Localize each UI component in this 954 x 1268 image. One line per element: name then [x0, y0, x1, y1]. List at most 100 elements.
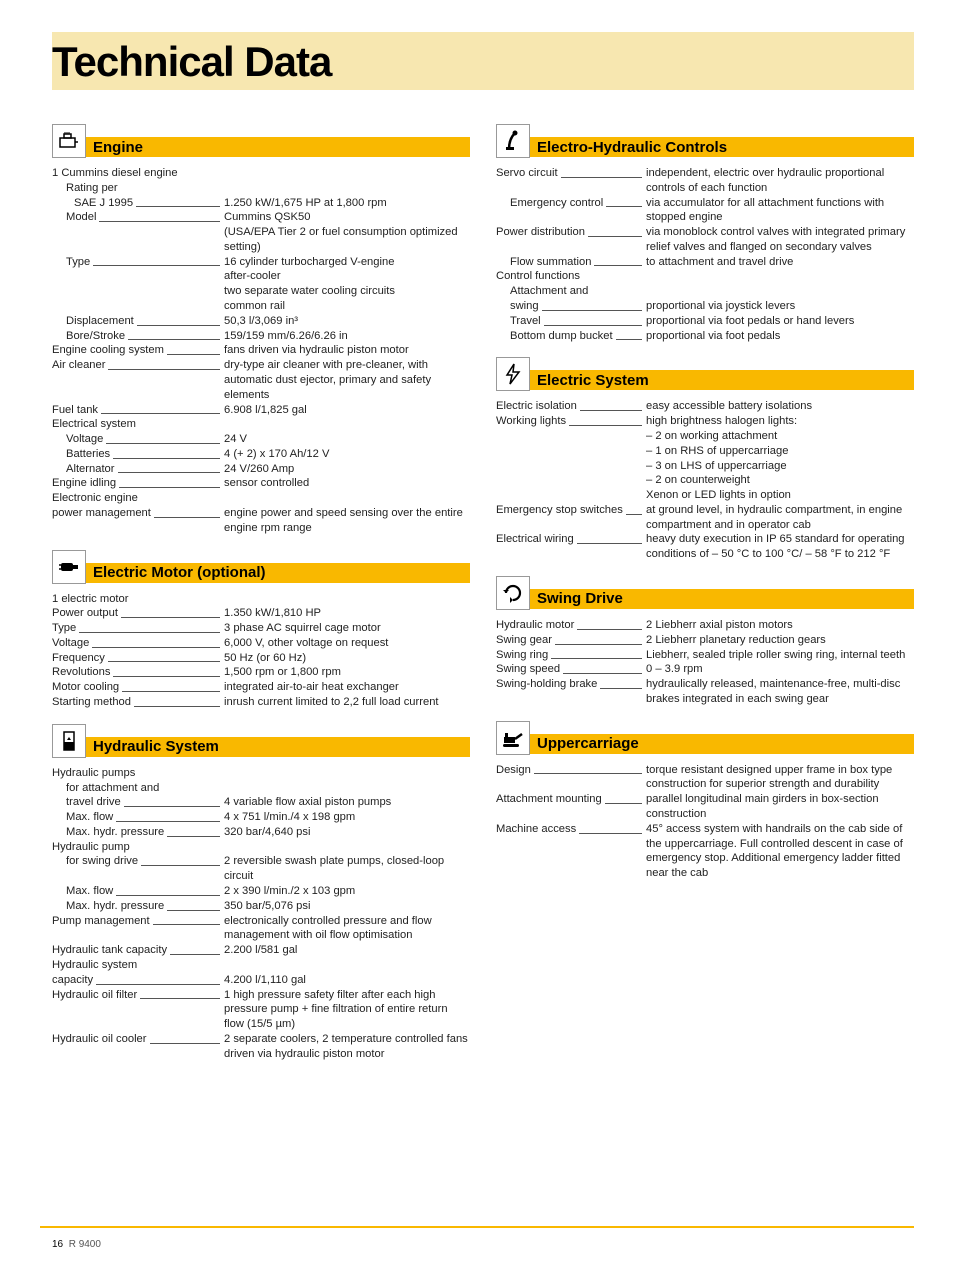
spec-row: SAE J 19951.250 kW/1,675 HP at 1,800 rpm [52, 196, 470, 211]
spec-row: Emergency stop switchesat ground level, … [496, 503, 914, 533]
spec-value: 1,500 rpm or 1,800 rpm [222, 665, 470, 680]
spec-label: Rating per [52, 181, 222, 196]
spec-label: Attachment mounting [496, 792, 644, 807]
spec-value: 45° access system with handrails on the … [644, 822, 914, 881]
spec-value: 6.908 l/1,825 gal [222, 403, 470, 418]
spec-label: Bottom dump bucket [496, 329, 644, 344]
section-header: Electro-Hydraulic Controls [496, 124, 914, 158]
spec-row: 1 electric motor [52, 592, 470, 607]
spec-label: Type [52, 621, 222, 636]
electric-motor-icon [52, 550, 86, 584]
spec-row: Fuel tank6.908 l/1,825 gal [52, 403, 470, 418]
spec-row: Batteries4 (+ 2) x 170 Ah/12 V [52, 447, 470, 462]
spec-label: SAE J 1995 [52, 196, 222, 211]
spec-row: Voltage24 V [52, 432, 470, 447]
spec-value: sensor controlled [222, 476, 470, 491]
section-header: Electric System [496, 357, 914, 391]
spec-row: for swing drive2 reversible swash plate … [52, 854, 470, 884]
spec-value: 50 Hz (or 60 Hz) [222, 651, 470, 666]
spec-value: 4 x 751 l/min./4 x 198 gpm [222, 810, 470, 825]
spec-label: Air cleaner [52, 358, 222, 373]
spec-value: at ground level, in hydraulic compartmen… [644, 503, 914, 533]
spec-value: – 1 on RHS of uppercarriage [644, 444, 914, 459]
spec-label: Flow summation [496, 255, 644, 270]
spec-label: Travel [496, 314, 644, 329]
spec-value: electronically controlled pressure and f… [222, 914, 470, 944]
spec-value: 16 cylinder turbocharged V-engine [222, 255, 470, 270]
spec-row: Hydraulic oil filter1 high pressure safe… [52, 988, 470, 1032]
spec-value: 0 – 3.9 rpm [644, 662, 914, 677]
spec-label: Power distribution [496, 225, 644, 240]
spec-row: Electronic engine [52, 491, 470, 506]
spec-row: capacity4.200 l/1,110 gal [52, 973, 470, 988]
spec-label: Max. hydr. pressure [52, 825, 222, 840]
spec-value: Cummins QSK50 [222, 210, 470, 225]
spec-value: torque resistant designed upper frame in… [644, 763, 914, 793]
section-heading: Engine [93, 139, 143, 156]
section-header-bar: Engine [85, 137, 470, 157]
spec-label: Max. flow [52, 884, 222, 899]
spec-row: power managementengine power and speed s… [52, 506, 470, 536]
spec-value: proportional via joystick levers [644, 299, 914, 314]
spec-label: Electrical wiring [496, 532, 644, 547]
spec-row: Attachment and [496, 284, 914, 299]
spec-row: Max. flow4 x 751 l/min./4 x 198 gpm [52, 810, 470, 825]
section: Engine 1 Cummins diesel engineRating perS… [52, 124, 470, 536]
section: Electro-Hydraulic Controls Servo circuiti… [496, 124, 914, 343]
section-header-bar: Uppercarriage [529, 734, 914, 754]
spec-row: Servo circuitindependent, electric over … [496, 166, 914, 196]
spec-row: Control functions [496, 269, 914, 284]
spec-row: Bottom dump bucketproportional via foot … [496, 329, 914, 344]
spec-row: – 1 on RHS of uppercarriage [496, 444, 914, 459]
spec-value: parallel longitudinal main girders in bo… [644, 792, 914, 822]
spec-value: 350 bar/5,076 psi [222, 899, 470, 914]
spec-value: inrush current limited to 2,2 full load … [222, 695, 470, 710]
spec-row: Max. flow2 x 390 l/min./2 x 103 gpm [52, 884, 470, 899]
spec-row: Electrical system [52, 417, 470, 432]
spec-row: Engine cooling systemfans driven via hyd… [52, 343, 470, 358]
spec-row: Motor coolingintegrated air-to-air heat … [52, 680, 470, 695]
spec-row: Revolutions1,500 rpm or 1,800 rpm [52, 665, 470, 680]
section-header: Swing Drive [496, 576, 914, 610]
spec-row: – 2 on counterweight [496, 473, 914, 488]
spec-label: Swing-holding brake [496, 677, 644, 692]
spec-label: Revolutions [52, 665, 222, 680]
spec-row: Voltage6,000 V, other voltage on request [52, 636, 470, 651]
footer-rule [40, 1226, 914, 1228]
section-header-bar: Swing Drive [529, 589, 914, 609]
spec-body: Hydraulic motor2 Liebherr axial piston m… [496, 618, 914, 707]
spec-row: Hydraulic pumps [52, 766, 470, 781]
spec-value: common rail [222, 299, 470, 314]
spec-value: 50,3 l/3,069 in³ [222, 314, 470, 329]
hydraulic-icon [52, 724, 86, 758]
spec-value: 1.250 kW/1,675 HP at 1,800 rpm [222, 196, 470, 211]
spec-label: 1 electric motor [52, 592, 222, 607]
spec-label: 1 Cummins diesel engine [52, 166, 222, 181]
spec-label: Electric isolation [496, 399, 644, 414]
spec-row: common rail [52, 299, 470, 314]
spec-label: Hydraulic pumps [52, 766, 222, 781]
spec-row: Electric isolationeasy accessible batter… [496, 399, 914, 414]
section: Electric System Electric isolationeasy ac… [496, 357, 914, 562]
spec-label: Max. flow [52, 810, 222, 825]
controls-icon [496, 124, 530, 158]
spec-value: 4 variable flow axial piston pumps [222, 795, 470, 810]
page-title: Technical Data [52, 38, 914, 86]
spec-label: Model [52, 210, 222, 225]
spec-value: independent, electric over hydraulic pro… [644, 166, 914, 196]
spec-row: Type3 phase AC squirrel cage motor [52, 621, 470, 636]
spec-label: Hydraulic motor [496, 618, 644, 633]
spec-label: Control functions [496, 269, 644, 284]
spec-value: 2.200 l/581 gal [222, 943, 470, 958]
spec-row: Attachment mountingparallel longitudinal… [496, 792, 914, 822]
spec-row: swingproportional via joystick levers [496, 299, 914, 314]
section-header: Hydraulic System [52, 724, 470, 758]
spec-value: 2 reversible swash plate pumps, closed-l… [222, 854, 470, 884]
spec-row: Xenon or LED lights in option [496, 488, 914, 503]
section: Swing Drive Hydraulic motor2 Liebherr axi… [496, 576, 914, 707]
spec-value: 1.350 kW/1,810 HP [222, 606, 470, 621]
spec-body: 1 Cummins diesel engineRating perSAE J 1… [52, 166, 470, 536]
spec-label: Power output [52, 606, 222, 621]
section-header-bar: Hydraulic System [85, 737, 470, 757]
spec-label: for swing drive [52, 854, 222, 869]
